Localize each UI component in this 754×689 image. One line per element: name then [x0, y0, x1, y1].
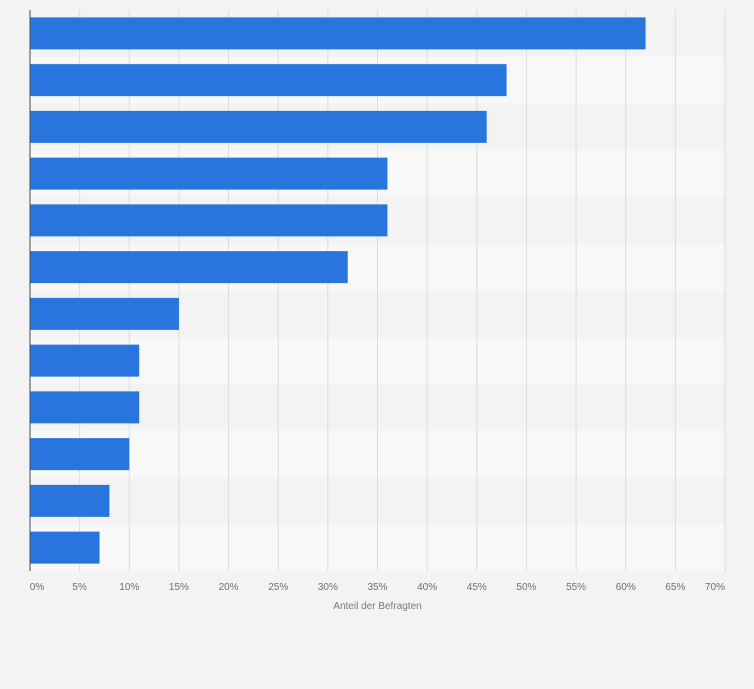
x-tick-label: 25% — [268, 582, 288, 593]
x-tick-label: 30% — [318, 582, 338, 593]
bar — [30, 391, 140, 424]
bar — [30, 484, 110, 517]
bar — [30, 110, 487, 143]
x-tick-label: 45% — [467, 582, 487, 593]
x-tick-label: 50% — [516, 582, 536, 593]
bars — [30, 17, 646, 564]
bar — [30, 64, 507, 97]
bar — [30, 251, 348, 284]
x-tick-label: 70% — [705, 582, 725, 593]
bar — [30, 297, 179, 330]
bar — [30, 204, 388, 237]
x-axis-title: Anteil der Befragten — [333, 601, 421, 612]
x-tick-label: 5% — [72, 582, 87, 593]
bar — [30, 438, 130, 471]
gridlines — [79, 10, 726, 571]
bar — [30, 157, 388, 190]
x-tick-label: 20% — [219, 582, 239, 593]
x-tick-label: 60% — [616, 582, 636, 593]
x-axis-ticks: 0% 5% 10% 15% 20% 25% 30% 35% 40% 45% 50% 55% 60% 65%… — [30, 582, 725, 593]
x-tick-label: 40% — [417, 582, 437, 593]
x-tick-label: 35% — [367, 582, 387, 593]
x-tick-label: 65% — [665, 582, 685, 593]
x-tick-label: 15% — [169, 582, 189, 593]
x-tick-label: 55% — [566, 582, 586, 593]
bar — [30, 17, 646, 50]
bar — [30, 531, 100, 564]
x-tick-label: 0% — [30, 582, 45, 593]
bar — [30, 344, 140, 377]
x-tick-label: 10% — [119, 582, 139, 593]
